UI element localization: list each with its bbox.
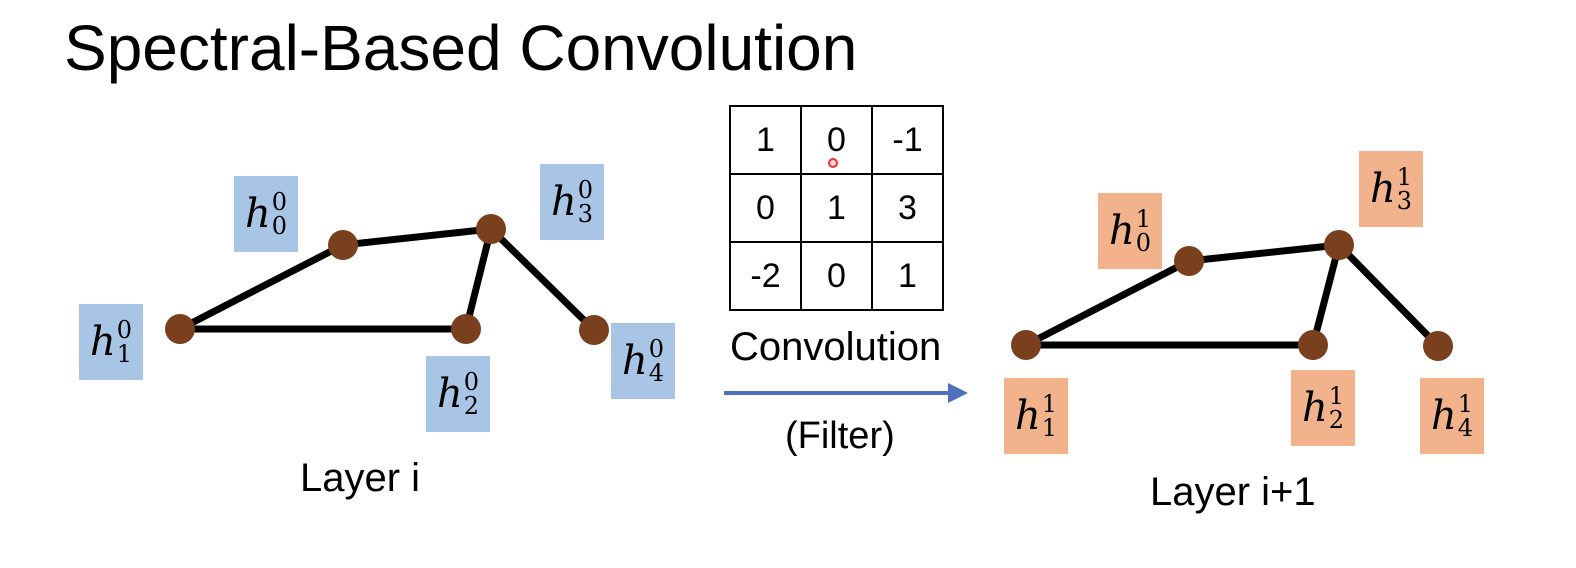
layer-i-edge: [488, 226, 597, 333]
layer-i-node-3: [476, 214, 506, 244]
layer-i-plus-1-node-2: [1298, 330, 1328, 360]
filter-sublabel: (Filter): [785, 415, 895, 457]
layer-i-plus-1-caption: Layer i+1: [1150, 470, 1316, 514]
filter-row: 0 1 3: [729, 173, 944, 243]
layer-i-edge: [342, 225, 492, 249]
layer-i-plus-1-edge: [1188, 241, 1340, 265]
filter-cell: -2: [729, 241, 802, 311]
slide-title: Spectral-Based Convolution: [64, 12, 858, 84]
layer-i-plus-1-node-4: [1423, 331, 1453, 361]
layer-i-edge: [178, 241, 345, 333]
convolution-label: Convolution: [730, 325, 942, 369]
filter-cell: 0: [729, 173, 802, 243]
layer-i-plus-1-edge: [1336, 242, 1441, 349]
filter-cell: 1: [871, 241, 944, 311]
pointer-cursor-icon: [828, 158, 838, 168]
layer-i-node-2: [451, 314, 481, 344]
filter-cell: 0: [800, 241, 873, 311]
filter-cell: 1: [800, 173, 873, 243]
layer-i-plus-1-edge: [1024, 257, 1191, 349]
layer-i-node-1: [165, 314, 195, 344]
layer-i-node-0: [328, 230, 358, 260]
filter-cell: 1: [729, 105, 802, 175]
arrow-head-icon: [948, 383, 968, 403]
filter-matrix: 1 0 -1 0 1 3 -2 0 1: [729, 105, 944, 311]
filter-cell: -1: [871, 105, 944, 175]
layer-i-plus-1-node-0: [1174, 246, 1204, 276]
filter-cell: 3: [871, 173, 944, 243]
layer-i-caption: Layer i: [300, 456, 421, 500]
layer-i-plus-1-edge: [1309, 244, 1343, 346]
layer-i-edge: [462, 228, 495, 330]
layer-i-plus-1-node-1: [1011, 330, 1041, 360]
layer-i-node-4: [579, 315, 609, 345]
filter-row: -2 0 1: [729, 241, 944, 311]
layer-i-plus-1-node-3: [1324, 230, 1354, 260]
